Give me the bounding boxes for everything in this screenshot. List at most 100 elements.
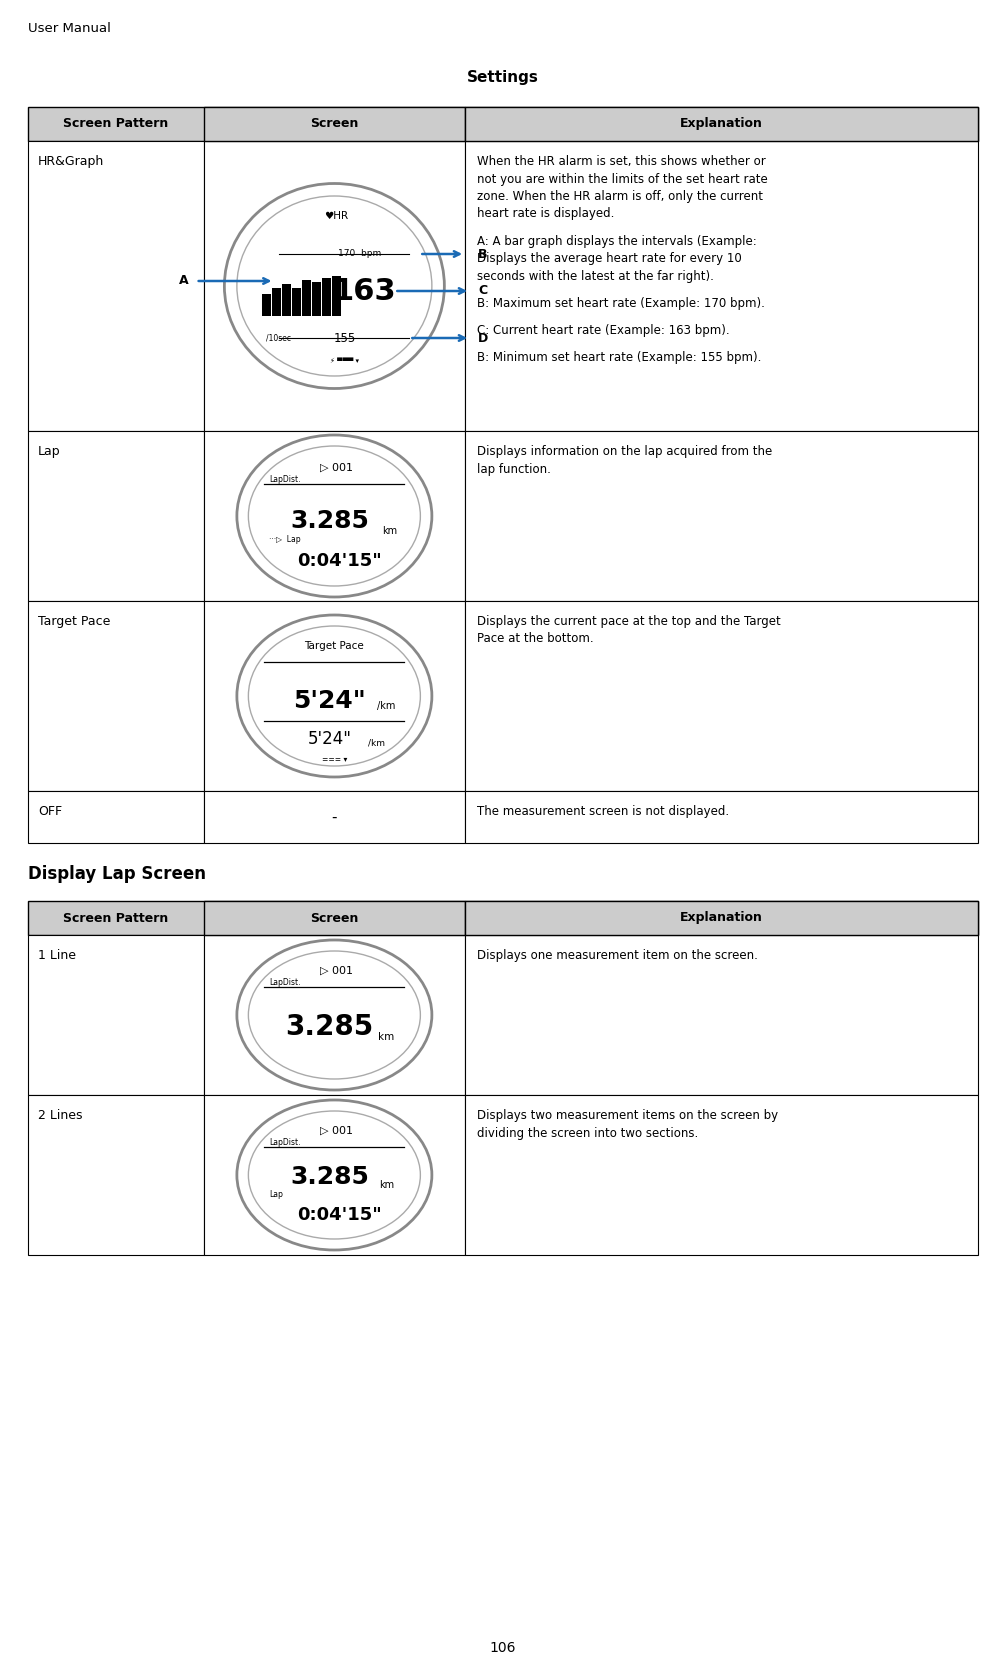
FancyBboxPatch shape <box>465 935 978 1094</box>
Text: Screen: Screen <box>310 912 358 925</box>
Text: heart rate is displayed.: heart rate is displayed. <box>477 208 615 221</box>
Bar <box>273 288 281 317</box>
Text: Explanation: Explanation <box>680 912 763 925</box>
Bar <box>332 277 341 317</box>
Text: Lap: Lap <box>270 1190 284 1198</box>
Ellipse shape <box>224 183 445 389</box>
FancyBboxPatch shape <box>28 141 204 431</box>
Text: km: km <box>379 1180 394 1190</box>
Text: LapDist.: LapDist. <box>270 1138 301 1146</box>
FancyBboxPatch shape <box>465 107 978 141</box>
Text: ♥HR: ♥HR <box>324 211 348 221</box>
Text: km: km <box>378 1032 394 1042</box>
FancyBboxPatch shape <box>28 791 204 843</box>
FancyBboxPatch shape <box>28 902 978 935</box>
FancyBboxPatch shape <box>204 902 465 935</box>
Text: A: A bar graph displays the intervals (Example:: A: A bar graph displays the intervals (E… <box>477 235 757 248</box>
Text: B: Maximum set heart rate (Example: 170 bpm).: B: Maximum set heart rate (Example: 170 … <box>477 297 765 310</box>
Text: Displays two measurement items on the screen by: Displays two measurement items on the sc… <box>477 1110 778 1121</box>
Text: 3.285: 3.285 <box>290 510 369 533</box>
Text: lap function.: lap function. <box>477 463 551 476</box>
FancyBboxPatch shape <box>465 791 978 843</box>
FancyBboxPatch shape <box>204 107 465 141</box>
Text: 155: 155 <box>333 332 355 345</box>
Text: ▷ 001: ▷ 001 <box>320 1126 353 1136</box>
Text: Settings: Settings <box>467 70 539 85</box>
FancyBboxPatch shape <box>28 107 978 141</box>
Text: ▷ 001: ▷ 001 <box>320 463 353 473</box>
Ellipse shape <box>248 1111 421 1239</box>
Ellipse shape <box>236 436 432 597</box>
Text: The measurement screen is not displayed.: The measurement screen is not displayed. <box>477 804 729 818</box>
Text: D: D <box>478 332 488 345</box>
FancyBboxPatch shape <box>204 935 465 1094</box>
Text: C: C <box>479 285 488 298</box>
Text: zone. When the HR alarm is off, only the current: zone. When the HR alarm is off, only the… <box>477 189 763 203</box>
Text: not you are within the limits of the set heart rate: not you are within the limits of the set… <box>477 173 768 186</box>
Bar <box>303 280 311 317</box>
Text: Screen Pattern: Screen Pattern <box>63 912 168 925</box>
Text: B: B <box>478 248 488 260</box>
Text: -: - <box>332 810 337 825</box>
Text: 163: 163 <box>333 277 396 305</box>
Text: ···▷  Lap: ···▷ Lap <box>270 535 301 545</box>
Ellipse shape <box>236 196 432 375</box>
Text: /km: /km <box>368 739 385 747</box>
FancyBboxPatch shape <box>28 602 204 791</box>
Text: 1 Line: 1 Line <box>38 949 76 962</box>
FancyBboxPatch shape <box>465 602 978 791</box>
FancyBboxPatch shape <box>28 935 204 1094</box>
Text: Explanation: Explanation <box>680 117 763 131</box>
Text: 3.285: 3.285 <box>290 1165 369 1188</box>
FancyBboxPatch shape <box>204 141 465 431</box>
Bar <box>283 283 291 317</box>
Text: Screen: Screen <box>310 117 358 131</box>
Text: Displays one measurement item on the screen.: Displays one measurement item on the scr… <box>477 949 758 962</box>
Text: 170  bpm: 170 bpm <box>338 250 381 258</box>
Text: LapDist.: LapDist. <box>270 474 301 484</box>
Bar <box>293 288 301 317</box>
Text: ▷ 001: ▷ 001 <box>320 965 353 975</box>
Ellipse shape <box>248 627 421 766</box>
Text: 5'24": 5'24" <box>293 689 366 712</box>
Text: ⚡ ▀▀▀ ▾: ⚡ ▀▀▀ ▾ <box>330 359 359 364</box>
Text: Target Pace: Target Pace <box>38 615 111 628</box>
Ellipse shape <box>248 950 421 1079</box>
Text: Displays information on the lap acquired from the: Displays information on the lap acquired… <box>477 446 773 458</box>
FancyBboxPatch shape <box>204 431 465 602</box>
FancyBboxPatch shape <box>465 902 978 935</box>
Text: A: A <box>179 275 188 288</box>
Text: Pace at the bottom.: Pace at the bottom. <box>477 632 594 645</box>
Ellipse shape <box>236 940 432 1089</box>
Text: dividing the screen into two sections.: dividing the screen into two sections. <box>477 1126 698 1140</box>
Text: === ▾: === ▾ <box>322 756 347 764</box>
Ellipse shape <box>236 1099 432 1250</box>
Text: Display Lap Screen: Display Lap Screen <box>28 865 206 883</box>
FancyBboxPatch shape <box>465 431 978 602</box>
FancyBboxPatch shape <box>465 1094 978 1255</box>
FancyBboxPatch shape <box>204 1094 465 1255</box>
Bar <box>263 293 271 317</box>
Ellipse shape <box>236 615 432 778</box>
Text: 3.285: 3.285 <box>286 1012 373 1041</box>
Text: User Manual: User Manual <box>28 22 111 35</box>
Text: HR&Graph: HR&Graph <box>38 154 105 168</box>
Text: Displays the average heart rate for every 10: Displays the average heart rate for ever… <box>477 251 741 265</box>
Text: Target Pace: Target Pace <box>305 640 364 650</box>
FancyBboxPatch shape <box>28 431 204 602</box>
Text: 0:04'15": 0:04'15" <box>297 551 381 570</box>
FancyBboxPatch shape <box>28 1094 204 1255</box>
Text: Screen Pattern: Screen Pattern <box>63 117 168 131</box>
FancyBboxPatch shape <box>465 141 978 431</box>
Text: C: Current heart rate (Example: 163 bpm).: C: Current heart rate (Example: 163 bpm)… <box>477 323 729 337</box>
Bar <box>322 278 331 317</box>
Text: When the HR alarm is set, this shows whether or: When the HR alarm is set, this shows whe… <box>477 154 766 168</box>
Text: 106: 106 <box>490 1641 516 1654</box>
Text: B: Minimum set heart rate (Example: 155 bpm).: B: Minimum set heart rate (Example: 155 … <box>477 350 762 364</box>
Text: /10sec: /10sec <box>267 334 292 342</box>
Text: Displays the current pace at the top and the Target: Displays the current pace at the top and… <box>477 615 781 628</box>
Text: 5'24": 5'24" <box>308 731 351 747</box>
Text: /km: /km <box>377 701 395 711</box>
Ellipse shape <box>248 446 421 587</box>
Text: seconds with the latest at the far right).: seconds with the latest at the far right… <box>477 270 714 283</box>
